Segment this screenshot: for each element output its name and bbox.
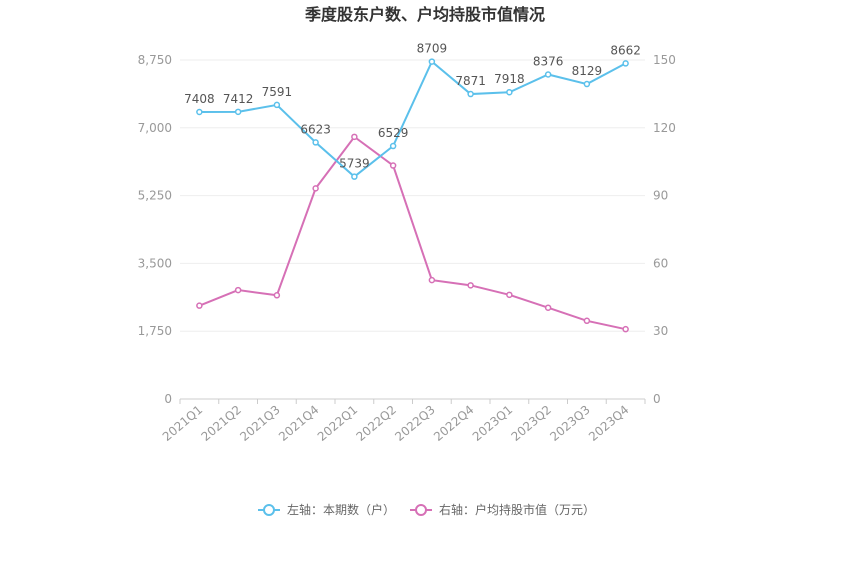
- x-tick-label: 2023Q2: [509, 403, 554, 444]
- data-label: 7408: [184, 92, 215, 106]
- data-point-left[interactable]: [544, 71, 552, 78]
- data-point-right[interactable]: [544, 304, 552, 311]
- chart-title: 季度股东户数、户均持股市值情况: [304, 5, 545, 24]
- data-point-right[interactable]: [506, 291, 513, 299]
- data-label: 7871: [455, 74, 486, 88]
- x-tick-label: 2021Q4: [276, 403, 321, 444]
- right-tick-label: 60: [653, 256, 668, 270]
- left-tick-label: 0: [164, 392, 172, 406]
- right-tick-label: 30: [653, 324, 668, 338]
- data-point-right[interactable]: [273, 292, 281, 299]
- data-point-right[interactable]: [234, 286, 242, 294]
- data-point-left[interactable]: [273, 101, 281, 109]
- right-tick-label: 120: [653, 121, 676, 135]
- data-point-left[interactable]: [312, 139, 319, 146]
- data-point-left[interactable]: [583, 80, 591, 88]
- x-tick-label: 2023Q1: [470, 403, 515, 444]
- data-label: 7591: [262, 85, 293, 99]
- data-label: 8129: [572, 64, 603, 78]
- x-tick-label: 2021Q2: [199, 403, 244, 444]
- x-tick-label: 2023Q4: [586, 403, 631, 444]
- data-point-left[interactable]: [234, 108, 242, 116]
- right-axis: 0 30 60 90 120 150: [653, 53, 676, 406]
- x-tick-label: 2022Q2: [354, 403, 399, 444]
- data-point-left[interactable]: [389, 142, 397, 150]
- right-tick-label: 150: [653, 53, 676, 67]
- data-point-right[interactable]: [351, 133, 358, 141]
- data-point-left[interactable]: [506, 88, 513, 96]
- data-point-left[interactable]: [351, 173, 358, 180]
- x-axis: 2021Q12021Q22021Q32021Q42022Q12022Q22022…: [160, 398, 646, 444]
- data-label: 8709: [417, 42, 448, 56]
- legend-marker: [415, 504, 427, 516]
- data-point-left[interactable]: [467, 90, 474, 98]
- data-point-right[interactable]: [583, 317, 591, 325]
- right-tick-label: 0: [653, 392, 661, 406]
- x-tick-label: 2022Q4: [431, 403, 476, 444]
- data-labels: 7408 7412 7591 6623 5739 6529 8709 7871 7918 8376…: [184, 42, 641, 171]
- series-layer: [196, 58, 629, 333]
- data-label: 5739: [339, 157, 370, 171]
- x-tick-label: 2023Q3: [547, 403, 592, 444]
- legend-label: 右轴：户均持股市值（万元）: [439, 502, 595, 517]
- legend-item-right[interactable]: 右轴：户均持股市值（万元）: [410, 502, 595, 517]
- data-label: 7412: [223, 92, 254, 106]
- data-point-left[interactable]: [196, 108, 203, 116]
- left-tick-label: 1,750: [138, 324, 172, 338]
- data-label: 8662: [610, 43, 641, 57]
- data-point-right[interactable]: [428, 276, 436, 284]
- data-point-left[interactable]: [622, 60, 629, 67]
- series-line-right: [199, 135, 626, 331]
- left-tick-label: 3,500: [138, 256, 172, 270]
- data-label: 7918: [494, 72, 525, 86]
- legend-item-left[interactable]: 左轴：本期数（户）: [258, 502, 395, 517]
- data-point-right[interactable]: [622, 325, 629, 333]
- legend-marker: [263, 504, 275, 516]
- left-axis: 0 1,750 3,500 5,250 7,000 8,750: [138, 53, 172, 406]
- right-tick-label: 90: [653, 189, 668, 203]
- data-label: 8376: [533, 54, 564, 68]
- data-label: 6529: [378, 126, 409, 140]
- data-point-right[interactable]: [312, 185, 319, 192]
- left-tick-label: 8,750: [138, 53, 172, 67]
- x-tick-label: 2022Q3: [392, 403, 437, 444]
- legend-label: 左轴：本期数（户）: [287, 502, 395, 517]
- left-tick-label: 5,250: [138, 189, 172, 203]
- grid-lines: [180, 59, 645, 332]
- legend[interactable]: 左轴：本期数（户） 右轴：户均持股市值（万元）: [258, 502, 595, 517]
- x-tick-label: 2021Q3: [237, 403, 282, 444]
- series-line-left: [199, 59, 627, 178]
- left-tick-label: 7,000: [138, 121, 172, 135]
- data-point-right[interactable]: [196, 302, 203, 309]
- data-point-right[interactable]: [467, 282, 474, 289]
- x-tick-label: 2021Q1: [160, 403, 205, 444]
- data-point-left[interactable]: [428, 58, 436, 65]
- data-label: 6623: [300, 122, 331, 136]
- x-tick-label: 2022Q1: [315, 403, 360, 444]
- data-point-right[interactable]: [389, 162, 397, 169]
